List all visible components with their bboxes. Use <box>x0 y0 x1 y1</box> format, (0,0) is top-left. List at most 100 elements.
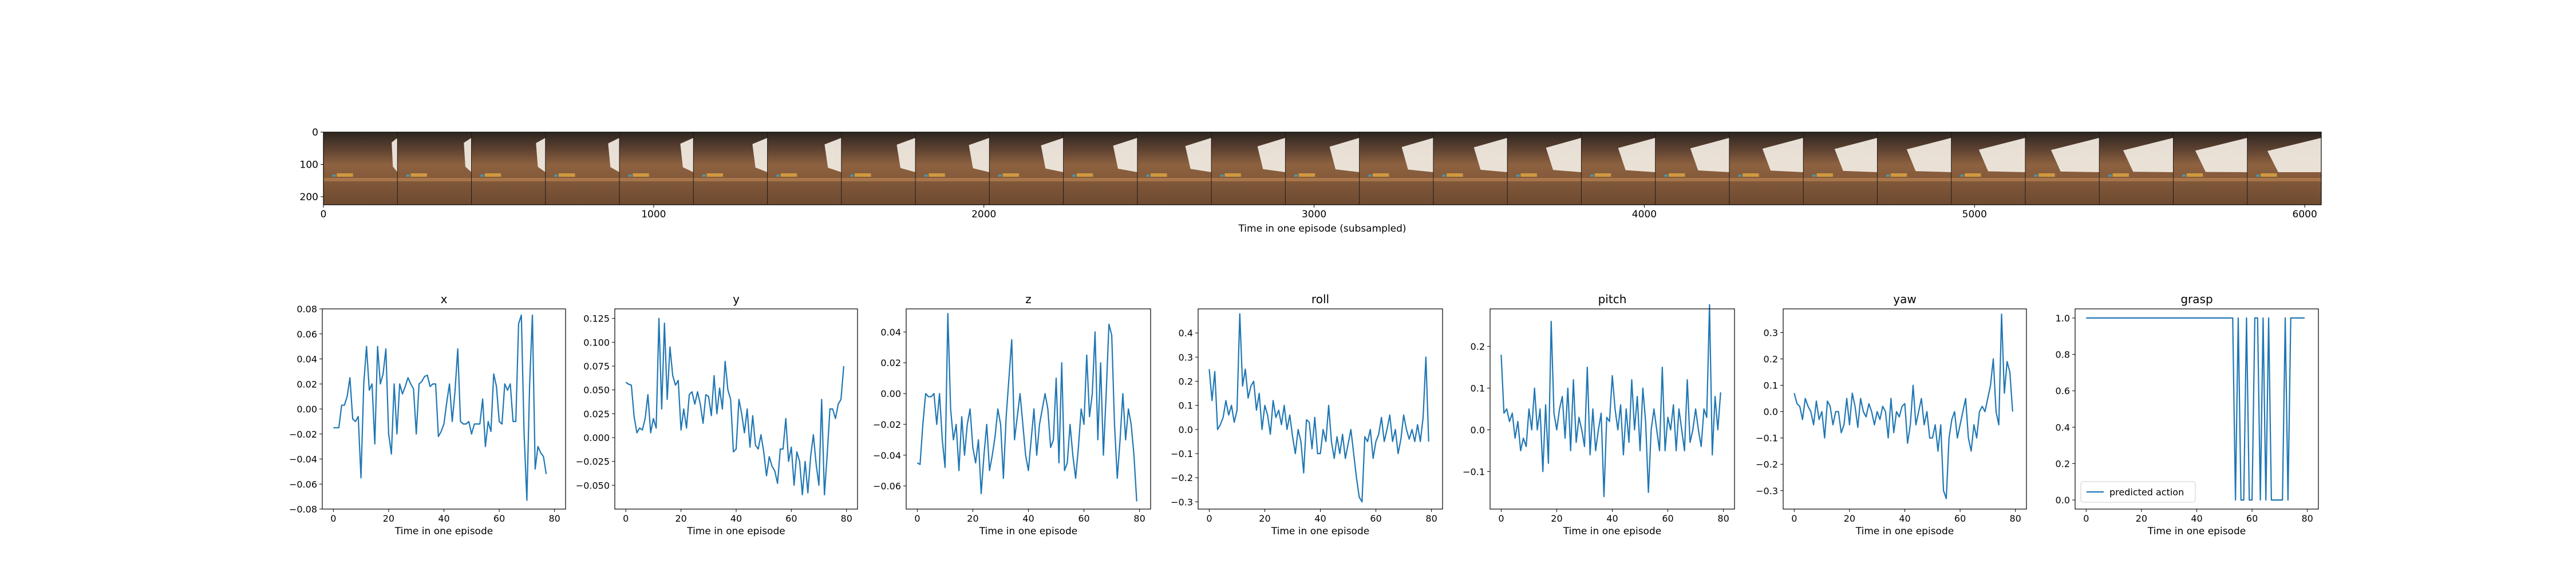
episode-frame <box>1063 132 1138 205</box>
y-tick-label: 0.075 <box>583 361 610 372</box>
episode-frame <box>1876 132 1952 205</box>
episode-frame <box>2099 132 2174 205</box>
x-axis-label: Time in one episode <box>686 526 785 537</box>
y-tick-label: 0.3 <box>1764 327 1778 338</box>
axes-frame <box>2075 308 2319 510</box>
x-tick-label: 20 <box>1259 513 1270 524</box>
y-tick-label: −0.1 <box>1171 448 1193 459</box>
x-tick-label: 40 <box>1606 513 1618 524</box>
x-tick-label: 60 <box>1954 513 1966 524</box>
y-tick-label: 0.6 <box>2056 386 2070 396</box>
y-tick-label: 0.025 <box>583 408 610 419</box>
legend: predicted action <box>2080 481 2196 503</box>
y-tick-label: 0.4 <box>1179 328 1193 339</box>
y-tick-label: 0.2 <box>2056 458 2070 469</box>
x-axis-label: Time in one episode <box>394 526 493 537</box>
strip-x-tick-label: 4000 <box>1632 209 1657 220</box>
y-tick-label: −0.02 <box>873 419 901 430</box>
x-axis-label: Time in one episode <box>1855 526 1954 537</box>
y-tick-label: 0.0 <box>1179 424 1193 435</box>
episode-frame <box>1581 132 1656 205</box>
y-tick-label: 0.1 <box>1764 380 1778 391</box>
x-tick-label: 40 <box>1022 513 1034 524</box>
y-tick-label: 0.100 <box>583 337 610 348</box>
episode-frame <box>1507 132 1582 205</box>
strip-x-tick-label: 6000 <box>2293 209 2317 220</box>
strip-y-tick-label: 100 <box>300 159 318 170</box>
strip-y-tick-label: 0 <box>312 127 318 138</box>
x-tick-label: 20 <box>967 513 978 524</box>
episode-frame <box>1285 132 1360 205</box>
axes-frame <box>1198 308 1443 510</box>
subplot-x: x 0 20 40 60 80 Time in one episode −0.08 −0.06 −… <box>289 292 566 537</box>
y-tick-label: 0.000 <box>583 432 610 443</box>
y-tick-label: −0.3 <box>1756 486 1778 496</box>
strip-x-tick-label: 1000 <box>641 209 666 220</box>
y-tick-label: −0.1 <box>1463 466 1485 477</box>
x-tick-label: 0 <box>623 513 629 524</box>
y-tick-label: 0.050 <box>583 385 610 396</box>
y-tick-label: 0.00 <box>880 388 901 399</box>
subplot-y: y 0 20 40 60 80 Time in one episode −0.050 −0.02… <box>576 292 858 537</box>
y-tick-label: 0.2 <box>1179 376 1193 387</box>
x-tick-label: 60 <box>1078 513 1089 524</box>
frame-strip-panel: 0 1000 2000 3000 4000 5000 6000 0 100 200 Time i… <box>300 127 2322 235</box>
x-tick-label: 20 <box>1844 513 1855 524</box>
episode-frame <box>1433 132 1508 205</box>
y-tick-label: −0.1 <box>1756 433 1778 444</box>
episode-frame <box>323 132 398 205</box>
y-tick-label: 0.02 <box>880 357 901 368</box>
x-tick-label: 60 <box>1370 513 1381 524</box>
x-tick-label: 0 <box>1791 513 1797 524</box>
strip-x-axis-label: Time in one episode (subsampled) <box>1238 223 1406 235</box>
x-tick-label: 80 <box>2010 513 2021 524</box>
y-tick-label: 0.1 <box>1179 400 1193 411</box>
subplot-title: x <box>441 292 448 306</box>
series-line-yaw <box>1793 313 2013 499</box>
y-tick-label: 0.1 <box>1471 383 1485 394</box>
strip-x-tick-label: 5000 <box>1962 209 1987 220</box>
series-line-y <box>625 317 845 496</box>
y-tick-label: −0.02 <box>289 429 317 440</box>
y-tick-label: −0.04 <box>289 454 317 465</box>
frame-strip-image <box>323 132 2322 205</box>
x-tick-label: 40 <box>730 513 742 524</box>
episode-frame <box>915 132 990 205</box>
subplot-grasp: grasp 0 20 40 60 80 Time in one episode 0.0 0.2 0… <box>2056 292 2319 537</box>
x-tick-label: 0 <box>1206 513 1212 524</box>
strip-y-axis: 0 100 200 <box>300 127 323 203</box>
y-tick-label: −0.04 <box>873 450 901 461</box>
legend-box <box>2080 481 2196 503</box>
y-tick-label: 0.06 <box>297 329 317 340</box>
x-tick-label: 20 <box>675 513 686 524</box>
y-tick-label: −0.2 <box>1171 472 1193 483</box>
series-line-grasp <box>2086 317 2305 501</box>
subplot-pitch: pitch 0 20 40 60 80 Time in one episode −0.1 0.0… <box>1463 292 1735 537</box>
episode-frame <box>767 132 842 205</box>
episode-frame <box>2247 132 2322 205</box>
y-tick-label: −0.050 <box>576 480 610 491</box>
y-tick-label: 0.3 <box>1179 352 1193 363</box>
episode-frame <box>397 132 472 205</box>
episode-frame <box>1951 132 2026 205</box>
episode-frame <box>1803 132 1878 205</box>
x-tick-label: 80 <box>2302 513 2313 524</box>
y-tick-label: −0.08 <box>289 504 317 515</box>
series-line-z <box>916 312 1137 502</box>
series-line-roll <box>1208 313 1429 503</box>
x-tick-label: 80 <box>1425 513 1437 524</box>
x-tick-label: 60 <box>493 513 505 524</box>
subplot-title: grasp <box>2180 292 2212 306</box>
y-tick-label: 0.125 <box>583 313 610 324</box>
y-tick-label: 0.08 <box>297 304 317 315</box>
x-tick-label: 20 <box>1551 513 1562 524</box>
series-line-x <box>333 314 547 501</box>
series-line-pitch <box>1500 304 1721 498</box>
subplot-z: z 0 20 40 60 80 Time in one episode −0.06 −0.04 −… <box>873 292 1151 537</box>
x-axis-label: Time in one episode <box>979 526 1077 537</box>
strip-x-tick-label: 0 <box>321 209 327 220</box>
subplot-roll: roll 0 20 40 60 80 Time in one episode −0.3 −0.2… <box>1171 292 1443 537</box>
legend-label: predicted action <box>2109 487 2184 498</box>
x-tick-label: 80 <box>1133 513 1145 524</box>
